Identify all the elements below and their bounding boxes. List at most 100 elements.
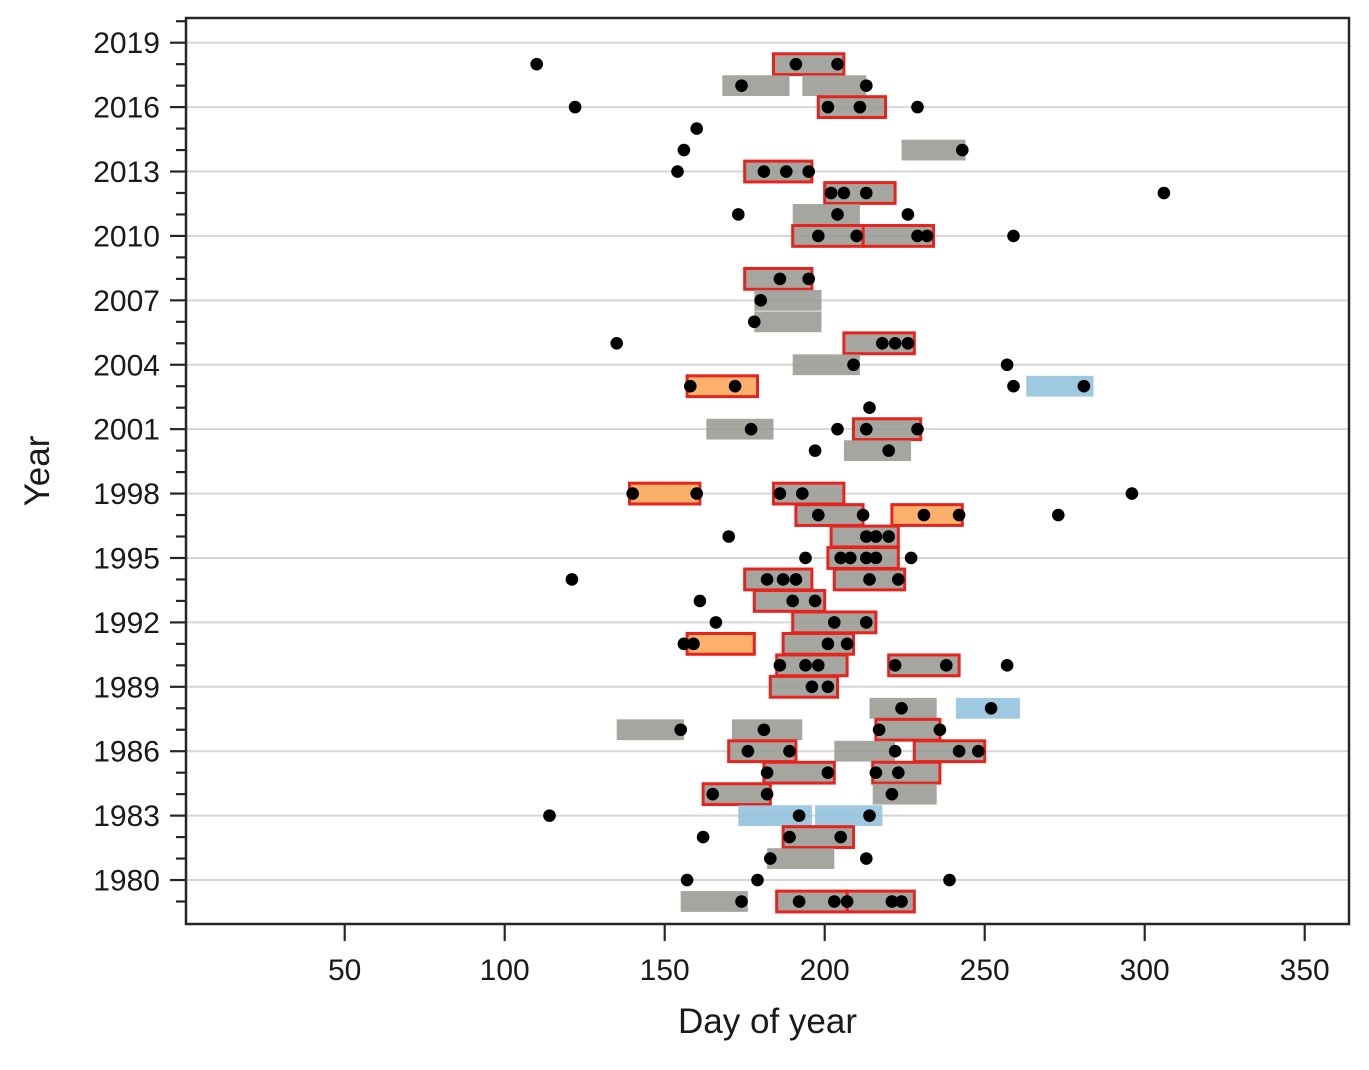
event-day-point xyxy=(748,315,761,329)
event-day-point xyxy=(824,186,838,200)
event-day-point xyxy=(568,100,582,114)
event-day-point xyxy=(888,336,902,350)
event-day-point xyxy=(933,723,947,737)
event-day-point xyxy=(744,422,758,436)
event-day-point xyxy=(863,401,876,414)
event-range-gray xyxy=(802,75,867,97)
event-range-gray xyxy=(754,311,822,333)
event-day-point xyxy=(888,659,902,672)
event-range-gray-outlined xyxy=(781,825,855,849)
event-day-point xyxy=(821,680,835,694)
event-day-point xyxy=(831,208,844,221)
event-day-point xyxy=(792,809,806,822)
event-day-point xyxy=(565,573,579,586)
event-day-point xyxy=(728,379,742,393)
event-day-point xyxy=(863,809,876,822)
event-range-gray xyxy=(767,848,835,869)
event-range-gray-outlined xyxy=(794,503,865,527)
event-range-gray xyxy=(722,75,790,97)
event-day-point xyxy=(831,57,844,71)
y-tick-label: 2001 xyxy=(93,414,160,447)
event-day-point xyxy=(684,379,697,393)
event-day-point xyxy=(773,659,787,672)
event-day-point xyxy=(850,229,863,243)
event-day-point xyxy=(687,637,700,651)
event-day-point xyxy=(735,79,748,92)
event-range-blue xyxy=(738,805,812,827)
event-day-point xyxy=(799,659,812,672)
event-day-point xyxy=(882,530,895,543)
y-tick-label: 1983 xyxy=(93,800,160,833)
event-day-point xyxy=(834,551,847,565)
x-tick-label: 100 xyxy=(480,954,530,987)
event-day-point xyxy=(776,573,790,586)
event-day-point xyxy=(901,336,915,350)
event-day-point xyxy=(952,744,966,758)
event-day-point xyxy=(872,723,886,737)
event-day-point xyxy=(812,508,825,522)
event-day-point xyxy=(1125,487,1139,500)
y-tick-label: 1998 xyxy=(93,478,160,511)
event-day-point xyxy=(780,165,793,178)
event-day-point xyxy=(610,336,623,350)
x-tick-label: 150 xyxy=(640,954,690,987)
event-day-point xyxy=(882,444,895,457)
event-day-point xyxy=(735,895,748,908)
event-day-point xyxy=(783,830,796,844)
event-day-point xyxy=(764,852,777,865)
event-day-point xyxy=(760,787,774,801)
event-day-point xyxy=(828,616,841,629)
event-day-point xyxy=(828,895,841,908)
event-day-point xyxy=(892,573,905,586)
event-range-blue xyxy=(815,805,883,827)
event-range-gray-outlined xyxy=(912,739,987,764)
event-day-point xyxy=(895,895,908,908)
event-day-point xyxy=(863,573,876,586)
event-day-point xyxy=(869,530,883,543)
event-day-point xyxy=(690,487,703,500)
event-day-point xyxy=(760,573,774,586)
event-day-point xyxy=(840,637,854,651)
event-day-point xyxy=(789,57,803,71)
event-day-point xyxy=(956,143,969,157)
event-day-point xyxy=(901,208,915,221)
event-day-point xyxy=(757,723,771,737)
event-day-point xyxy=(677,637,691,651)
event-day-point xyxy=(984,701,998,715)
event-range-gray-outlined xyxy=(874,717,942,742)
x-axis-title: Day of year xyxy=(678,1002,857,1041)
event-range-blue xyxy=(1026,375,1094,397)
event-day-point xyxy=(895,701,908,715)
event-day-point xyxy=(773,487,787,500)
y-tick-label: 2019 xyxy=(93,27,160,60)
event-day-point xyxy=(693,594,707,608)
event-range-gray xyxy=(616,719,684,741)
y-tick-label: 1986 xyxy=(93,736,160,769)
event-day-point xyxy=(860,852,873,865)
event-day-point xyxy=(904,551,918,565)
event-day-point xyxy=(972,744,985,758)
event-day-point xyxy=(831,422,844,436)
event-range-gray xyxy=(872,783,937,805)
event-day-point xyxy=(952,508,966,522)
event-day-point xyxy=(917,508,931,522)
event-day-point xyxy=(677,143,691,157)
event-day-point xyxy=(808,594,822,608)
event-day-point xyxy=(674,723,687,737)
event-day-point xyxy=(920,229,934,243)
event-day-point xyxy=(885,787,899,801)
event-day-point xyxy=(805,680,819,694)
event-day-point xyxy=(844,551,857,565)
event-day-point xyxy=(812,659,825,672)
event-day-point xyxy=(856,508,870,522)
event-day-point xyxy=(860,530,873,543)
event-day-point xyxy=(709,616,723,629)
event-day-point xyxy=(530,57,543,71)
event-range-gray-outlined xyxy=(816,95,887,120)
event-range-gray-outlined xyxy=(743,159,814,184)
event-day-point xyxy=(760,766,774,779)
event-range-orange-outlined xyxy=(628,481,702,506)
event-day-point xyxy=(757,165,771,178)
event-range-gray xyxy=(834,740,896,762)
event-day-point xyxy=(1007,379,1020,393)
